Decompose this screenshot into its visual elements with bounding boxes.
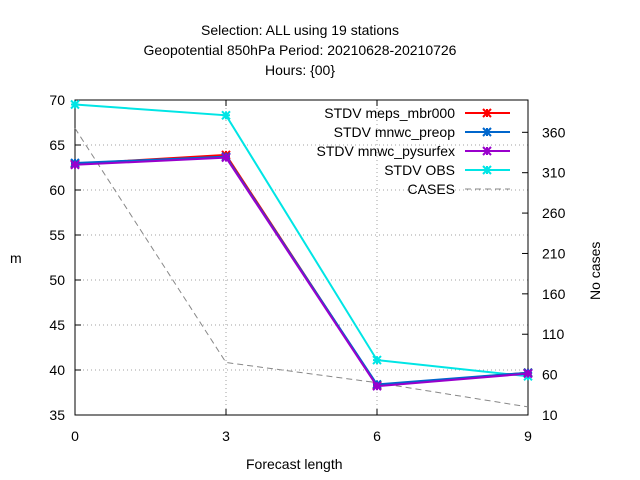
y-tick-label-3: 50 — [49, 272, 65, 288]
series-3-point-2 — [372, 355, 382, 365]
chart-title-line-1: Selection: ALL using 19 stations — [201, 22, 399, 38]
legend-marker-0 — [482, 108, 492, 118]
series-2-point-0 — [70, 160, 80, 170]
y2-tick-label-5: 260 — [542, 205, 566, 221]
series-line-2 — [74, 156, 529, 388]
y-tick-label-2: 45 — [49, 317, 65, 333]
legend-label-1: STDV mnwc_preop — [334, 124, 456, 140]
series-2-point-1 — [221, 152, 231, 163]
y-tick-label-1: 40 — [49, 362, 65, 378]
x-tick-label-3: 9 — [524, 428, 532, 444]
series-3-point-0 — [70, 99, 80, 110]
legend-label-4: CASES — [408, 181, 455, 197]
x-tick-label-0: 0 — [71, 428, 79, 444]
series-line-4 — [74, 127, 529, 408]
y2-tick-label-7: 360 — [542, 124, 566, 140]
series-2-point-2 — [372, 381, 382, 391]
legend-label-3: STDV OBS — [384, 162, 455, 178]
y2-tick-label-4: 210 — [542, 245, 566, 261]
legend-marker-2 — [482, 146, 492, 156]
legend-marker-1 — [482, 127, 492, 137]
legend-label-2: STDV mnwc_pysurfex — [317, 143, 455, 159]
y2-tick-label-3: 160 — [542, 286, 566, 302]
y2-axis-label: No cases — [587, 241, 603, 300]
x-tick-label-1: 3 — [222, 428, 230, 444]
plot-frame — [74, 99, 529, 416]
series-3-point-1 — [221, 110, 231, 121]
y2-tick-label-2: 110 — [542, 326, 565, 342]
x-axis-label: Forecast length — [246, 456, 343, 472]
chart-title-line-2: Geopotential 850hPa Period: 20210628-202… — [143, 42, 457, 58]
y-tick-label-6: 65 — [49, 137, 65, 153]
y2-tick-label-0: 10 — [542, 407, 558, 423]
y-axis-label: m — [10, 250, 22, 266]
y2-tick-label-6: 310 — [542, 165, 566, 181]
y2-tick-label-1: 60 — [542, 367, 558, 383]
y-tick-label-0: 35 — [49, 407, 65, 423]
y-tick-label-7: 70 — [49, 92, 65, 108]
legend-marker-3 — [482, 165, 492, 175]
series-2-point-3 — [523, 368, 533, 379]
series-line-3 — [74, 103, 529, 378]
y-tick-label-5: 60 — [49, 182, 65, 198]
chart-title-line-3: Hours: {00} — [264, 62, 336, 78]
x-tick-label-2: 6 — [373, 428, 381, 444]
y-tick-label-4: 55 — [49, 227, 65, 243]
legend-label-0: STDV meps_mbr000 — [324, 105, 455, 121]
